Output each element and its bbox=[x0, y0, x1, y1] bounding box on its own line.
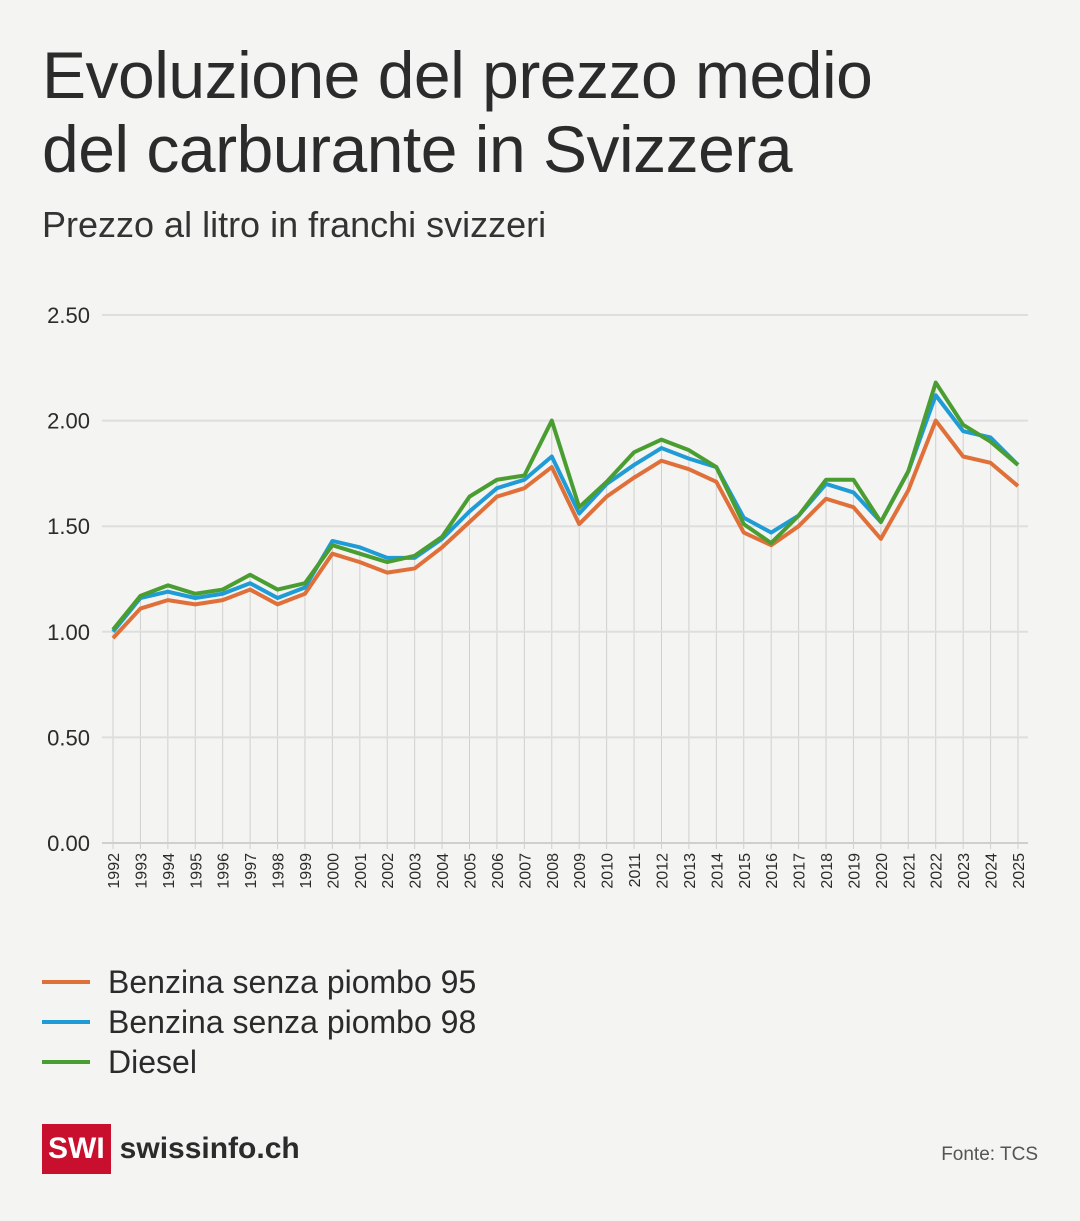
legend-label: Benzina senza piombo 95 bbox=[108, 963, 477, 1000]
x-tick-label: 2007 bbox=[517, 853, 534, 889]
x-tick-label: 1997 bbox=[243, 853, 260, 889]
x-tick-label: 2025 bbox=[1011, 853, 1028, 889]
x-tick-label: 1992 bbox=[106, 853, 123, 889]
x-tick-label: 2001 bbox=[353, 853, 370, 889]
x-tick-label: 1996 bbox=[216, 853, 233, 889]
logo-mark: SWI bbox=[42, 1124, 111, 1174]
x-tick-label: 2014 bbox=[709, 853, 726, 889]
x-tick-label: 2011 bbox=[627, 853, 644, 888]
y-tick-label: 0.00 bbox=[47, 831, 90, 856]
x-tick-label: 1994 bbox=[161, 853, 178, 889]
legend-item-benzina95: Benzina senza piombo 95 bbox=[42, 962, 476, 1002]
legend-label: Diesel bbox=[108, 1043, 197, 1080]
y-tick-label: 1.00 bbox=[47, 620, 90, 645]
series-line-diesel bbox=[111, 380, 1020, 631]
x-tick-label: 1995 bbox=[188, 853, 205, 889]
y-tick-label: 2.50 bbox=[47, 303, 90, 328]
series-line-benzina-senza-piombo-98 bbox=[111, 393, 1020, 634]
x-tick-label: 2009 bbox=[572, 853, 589, 889]
x-tick-label: 2019 bbox=[846, 853, 863, 889]
x-tick-label: 2010 bbox=[600, 853, 617, 889]
y-tick-label: 1.50 bbox=[47, 514, 90, 539]
x-tick-label: 2002 bbox=[380, 853, 397, 889]
x-tick-label: 2016 bbox=[764, 853, 781, 889]
y-tick-label: 0.50 bbox=[47, 725, 90, 750]
x-tick-label: 2008 bbox=[545, 853, 562, 889]
chart-title: Evoluzione del prezzo medio del carburant… bbox=[42, 38, 873, 186]
line-chart: 0.00 0.50 1.00 1.50 2.00 2.50 1992 1993 1994 1995… bbox=[47, 303, 1028, 889]
x-tick-label: 2013 bbox=[682, 853, 699, 889]
title-line-1: Evoluzione del prezzo medio bbox=[42, 38, 873, 112]
series-line-benzina-senza-piombo-95 bbox=[111, 418, 1020, 640]
x-tick-label: 2005 bbox=[463, 853, 480, 889]
legend-item-diesel: Diesel bbox=[42, 1042, 476, 1082]
x-tick-label: 2018 bbox=[819, 853, 836, 889]
legend-swatch bbox=[42, 1060, 90, 1064]
logo-text: swissinfo.ch bbox=[119, 1132, 300, 1165]
legend-item-benzina98: Benzina senza piombo 98 bbox=[42, 1002, 476, 1042]
legend-swatch bbox=[42, 980, 90, 984]
x-tick-label: 1998 bbox=[271, 853, 288, 889]
x-tick-label: 2006 bbox=[490, 853, 507, 889]
source-note: Fonte: TCS bbox=[941, 1144, 1038, 1165]
x-tick-label: 2000 bbox=[325, 853, 342, 889]
chart-subtitle: Prezzo al litro in franchi svizzeri bbox=[42, 204, 547, 245]
legend-label: Benzina senza piombo 98 bbox=[108, 1003, 477, 1040]
legend-swatch bbox=[42, 1020, 90, 1024]
x-tick-label: 2003 bbox=[408, 853, 425, 889]
x-tick-label: 2024 bbox=[984, 853, 1001, 889]
swissinfo-logo: SWI swissinfo.ch bbox=[42, 1124, 300, 1174]
x-tick-label: 2022 bbox=[929, 853, 946, 889]
title-line-2: del carburante in Svizzera bbox=[42, 112, 793, 186]
legend: Benzina senza piombo 95 Benzina senza pi… bbox=[42, 962, 476, 1082]
x-tick-label: 1993 bbox=[133, 853, 150, 889]
x-tick-label: 1999 bbox=[298, 853, 315, 889]
x-tick-label: 2021 bbox=[901, 853, 918, 889]
x-tick-label: 2015 bbox=[737, 853, 754, 889]
x-tick-label: 2012 bbox=[654, 853, 671, 889]
x-tick-label: 2020 bbox=[874, 853, 891, 889]
x-tick-label: 2017 bbox=[792, 853, 809, 889]
x-tick-label: 2023 bbox=[956, 853, 973, 889]
y-tick-label: 2.00 bbox=[47, 409, 90, 434]
x-tick-label: 2004 bbox=[435, 853, 452, 889]
